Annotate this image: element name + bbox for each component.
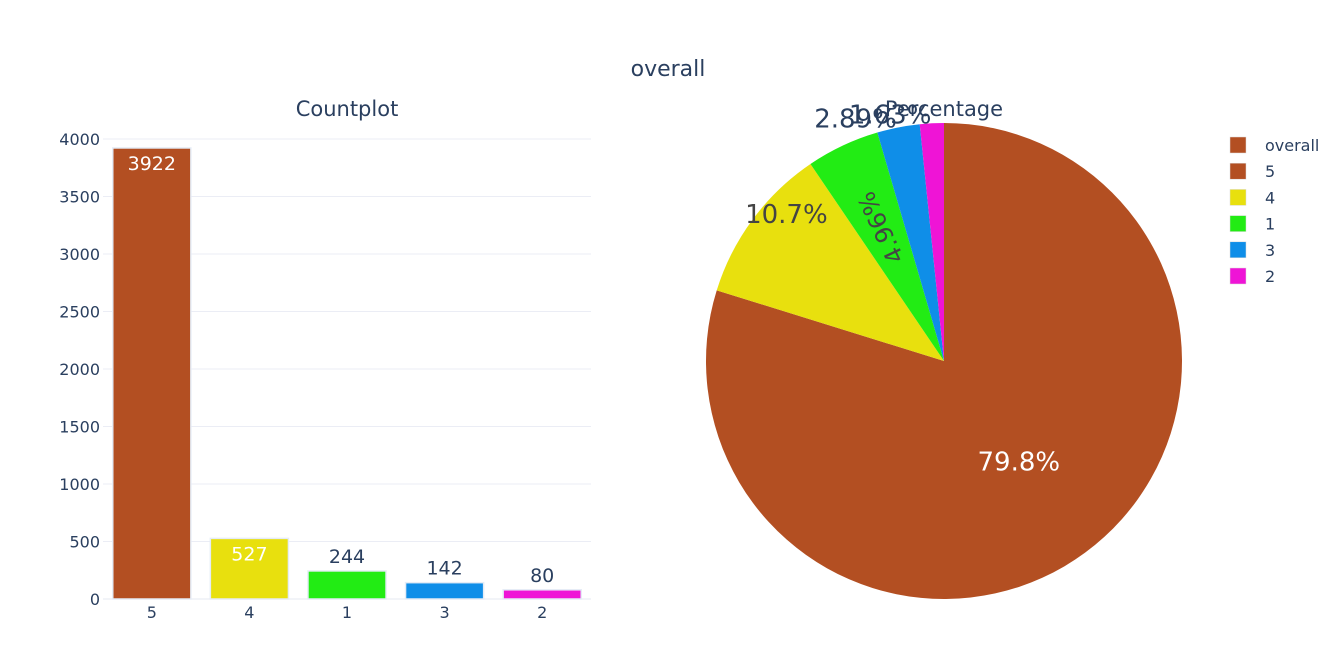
legend-label: overall (1265, 136, 1319, 155)
pie-percent-label: 79.8% (977, 448, 1060, 478)
legend-label: 1 (1265, 215, 1275, 234)
legend-swatch (1229, 189, 1247, 206)
bar (502, 589, 582, 600)
legend-label: 2 (1265, 267, 1275, 286)
legend-swatch (1229, 267, 1247, 285)
pie-slice (810, 132, 944, 361)
pie-percent-label: 10.7% (745, 200, 828, 230)
bar-data-label: 244 (329, 546, 365, 568)
bar (404, 581, 485, 600)
bar-x-axis: 5 4 1 3 2 (147, 603, 548, 622)
pie-percent-label: 1.63% (849, 100, 932, 130)
pie-slices (706, 123, 1183, 599)
x-tick-label: 5 (147, 603, 157, 622)
bar-data-label: 80 (530, 565, 554, 587)
x-tick-label: 3 (440, 603, 450, 622)
pie-slice (706, 123, 1183, 599)
bar-chart-title: Countplot (296, 97, 399, 121)
y-tick-label: 0 (90, 590, 100, 609)
legend: overall 5 4 1 3 2 (1229, 136, 1319, 286)
y-tick-label: 2500 (59, 303, 100, 322)
bar (209, 537, 290, 600)
y-tick-label: 500 (69, 533, 100, 552)
y-tick-label: 3500 (59, 188, 100, 207)
bar-data-label: 142 (426, 558, 462, 580)
y-tick-label: 3000 (59, 245, 100, 264)
y-tick-label: 1500 (59, 418, 100, 437)
legend-label: 4 (1265, 188, 1275, 207)
bar-data-labels: 3922 527 244 142 80 (128, 153, 555, 587)
bar-y-axis: 0 500 1000 1500 2000 2500 3000 3500 4000 (59, 130, 100, 609)
figure-title: overall (631, 57, 706, 82)
bar (307, 570, 387, 600)
x-tick-label: 2 (537, 603, 547, 622)
y-tick-label: 4000 (59, 130, 100, 149)
legend-swatch (1229, 136, 1247, 154)
legend-swatch (1229, 215, 1247, 232)
pie-slice (716, 163, 944, 361)
x-tick-label: 4 (244, 603, 254, 622)
y-tick-label: 1000 (59, 475, 100, 494)
pie-percent-label: 2.89% (814, 105, 897, 135)
legend-label: 5 (1265, 162, 1275, 181)
bar-series (112, 147, 582, 600)
y-tick-label: 2000 (59, 360, 100, 379)
bar-data-label: 3922 (128, 153, 176, 175)
bar-data-label: 527 (231, 543, 267, 565)
legend-label: 3 (1265, 241, 1275, 260)
legend-swatch (1229, 162, 1247, 180)
legend-swatch (1229, 241, 1247, 259)
pie-slice (877, 124, 944, 361)
x-tick-label: 1 (342, 603, 352, 622)
pie-chart-title: Percentage (885, 97, 1003, 121)
pie-slice (919, 123, 944, 361)
bar (112, 147, 192, 600)
